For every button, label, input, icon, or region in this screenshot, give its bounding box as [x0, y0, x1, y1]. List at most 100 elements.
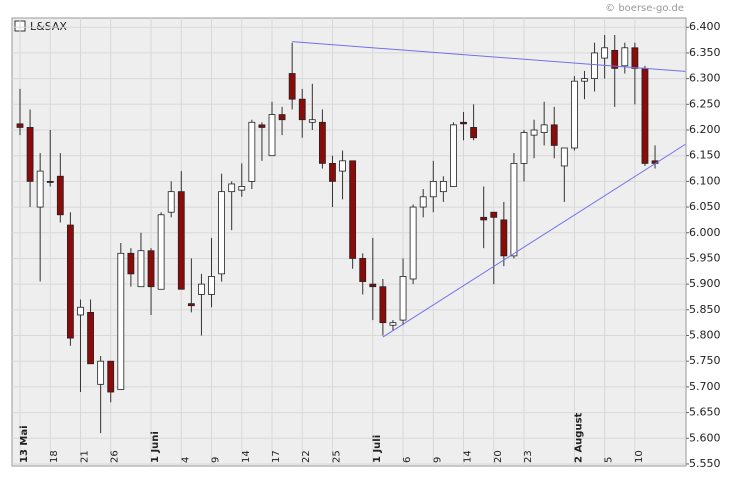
candle-body [460, 121, 467, 125]
y-tick-label: 5.550 [689, 457, 721, 470]
candle-body [520, 132, 528, 164]
x-tick-label: 1 Juli [372, 435, 383, 463]
x-tick-label: 22 [301, 450, 312, 463]
trendline [382, 143, 686, 338]
candle-body [137, 250, 145, 288]
x-tick-label: 26 [110, 450, 121, 463]
y-tick-label: 5.700 [689, 380, 721, 393]
candle-body [87, 311, 94, 365]
y-tick-label: 6.300 [689, 72, 721, 85]
y-tick-label: 6.150 [689, 149, 721, 162]
candle-body [419, 196, 427, 208]
candle-body [359, 258, 367, 282]
candle-body [268, 114, 276, 157]
candle-body [611, 49, 619, 69]
y-tick-label: 5.800 [689, 329, 721, 342]
candle-body [26, 127, 34, 182]
candle-body [439, 180, 447, 193]
y-tick-label: 6.100 [689, 174, 721, 187]
candle-body [238, 186, 246, 191]
candle-body [228, 183, 236, 193]
candle-body [530, 129, 538, 136]
candle-body [117, 252, 125, 390]
x-tick-label: 6 [402, 457, 413, 463]
y-tick-label: 5.750 [689, 354, 721, 367]
candle-body [147, 250, 155, 288]
candle-body [36, 170, 44, 208]
x-tick-label: 17 [271, 450, 282, 463]
candle-body [349, 160, 357, 259]
y-tick-label: 6.200 [689, 123, 721, 136]
candle-body [621, 47, 629, 67]
candle-body [409, 206, 417, 280]
candle-body [218, 191, 226, 275]
candle-body [67, 224, 74, 339]
y-tick-label: 5.950 [689, 251, 721, 264]
x-tick-label: 1 Juni [150, 431, 161, 463]
candle-body [510, 162, 518, 257]
candle-body [399, 276, 407, 321]
candle-body [429, 180, 437, 198]
trendline [292, 41, 686, 72]
chart-title: L&SAX [30, 20, 67, 33]
x-tick-label: 9 [211, 457, 222, 463]
candle-body [540, 124, 548, 133]
candle-body [490, 211, 498, 218]
candle-body [97, 360, 105, 385]
candle-body [77, 306, 84, 316]
y-tick-label: 6.000 [689, 226, 721, 239]
y-tick-label: 5.650 [689, 406, 721, 419]
y-tick-label: 6.050 [689, 200, 721, 213]
candle-body [601, 47, 609, 59]
candle-body [369, 283, 377, 288]
x-tick-label: 2 August [573, 412, 584, 463]
candle-body [278, 114, 286, 121]
y-tick-label: 5.850 [689, 303, 721, 316]
x-tick-label: 21 [79, 450, 90, 463]
candle-body [288, 73, 296, 100]
candle-body [208, 276, 215, 295]
candle-body [308, 119, 316, 123]
candle-body [379, 286, 387, 324]
candle-body [339, 160, 346, 172]
candle-body [258, 124, 266, 128]
candle-body [46, 180, 54, 183]
y-tick-label: 5.900 [689, 277, 721, 290]
x-tick-label: 25 [331, 450, 342, 463]
x-tick-label: 14 [463, 450, 474, 463]
candle-body [127, 252, 135, 275]
candle-body [329, 162, 336, 182]
y-tick-label: 6.250 [689, 97, 721, 110]
x-tick-label: 23 [523, 450, 534, 463]
x-tick-label: 5 [604, 457, 615, 463]
candle-body [571, 80, 578, 149]
candle-body [107, 360, 115, 393]
candle-body [550, 124, 558, 146]
candle-body [157, 214, 165, 290]
candle-body [298, 98, 306, 121]
x-tick-label: 20 [493, 450, 504, 463]
watermark: © boerse-go.de [605, 3, 684, 14]
x-tick-label: 4 [180, 457, 191, 463]
candle-body [641, 67, 649, 164]
candle-body [581, 78, 588, 82]
candle-body [198, 283, 205, 295]
y-tick-label: 6.350 [689, 46, 721, 59]
x-tick-label: 13 Mai [19, 425, 30, 463]
x-tick-label: 9 [432, 457, 443, 463]
x-tick-label: 14 [241, 450, 252, 463]
candle-body [470, 127, 478, 139]
candle-body [450, 124, 457, 187]
candle-body [560, 147, 568, 167]
x-tick-label: 18 [49, 450, 60, 463]
candle-body [631, 47, 639, 69]
candle-body [480, 216, 488, 221]
candle-body [318, 121, 326, 164]
candle-body [389, 322, 397, 326]
candle-body [187, 303, 195, 307]
x-tick-label: 10 [634, 450, 645, 463]
candle-body [16, 123, 24, 128]
candle-body [56, 175, 64, 216]
candle-body [177, 191, 185, 290]
